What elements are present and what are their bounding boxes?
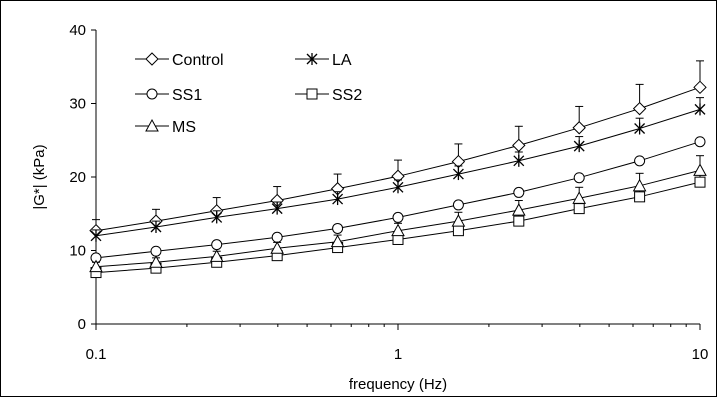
data-point-ss1 <box>150 245 162 257</box>
data-point-ms <box>572 191 587 204</box>
data-point-ss1 <box>634 155 646 167</box>
legend-item-ss2: SS2 <box>295 87 362 104</box>
data-point-ms <box>89 259 103 273</box>
data-point-la <box>90 229 102 242</box>
data-point-ms <box>330 234 345 248</box>
legend-marker-ss2 <box>306 88 318 100</box>
legend-marker-ms <box>145 118 159 132</box>
data-point-ss2 <box>573 203 585 215</box>
y-tick-label: 30 <box>69 96 86 113</box>
legend-marker-la <box>306 53 318 65</box>
series-ss1 <box>90 136 706 264</box>
data-point-ss1 <box>211 239 223 251</box>
data-point-ss1 <box>452 199 464 211</box>
legend-marker-ss1 <box>146 88 158 100</box>
data-point-ss1 <box>332 222 344 234</box>
data-point-ss1 <box>271 231 283 243</box>
data-point-control <box>572 121 586 135</box>
y-ticks: 0 10 20 30 40 <box>69 22 96 333</box>
legend-label-ss2: SS2 <box>332 87 362 104</box>
axes: 0 10 20 30 40 0.1 1 10 |G*| (kPa) frequency (H… <box>31 22 708 393</box>
data-point-la <box>694 103 706 116</box>
series-layer <box>89 60 707 279</box>
data-point-control <box>632 101 647 116</box>
data-point-la <box>634 122 646 135</box>
data-point-ms <box>391 223 405 237</box>
data-point-la <box>271 202 283 215</box>
series-line-control <box>95 86 701 232</box>
series-la <box>90 97 706 242</box>
data-point-ms <box>270 241 285 254</box>
legend-label-la: LA <box>332 52 352 69</box>
x-ticks: 0.1 1 10 <box>86 324 709 363</box>
y-tick-label: 40 <box>69 22 86 39</box>
data-point-la <box>452 168 464 181</box>
data-point-ms <box>693 163 707 176</box>
data-point-ms <box>511 203 526 216</box>
data-point-ss1 <box>513 186 525 198</box>
legend: Control LA SS1 SS2 MS <box>135 52 362 136</box>
legend-item-ms: MS <box>135 118 196 136</box>
legend-label-ms: MS <box>172 119 196 136</box>
data-point-ms <box>149 255 163 268</box>
series-ms <box>89 155 707 273</box>
data-point-ss1 <box>573 172 585 184</box>
x-axis-title: frequency (Hz) <box>349 376 447 393</box>
x-tick-label: 0.1 <box>86 346 107 363</box>
data-point-ss2 <box>634 191 646 203</box>
data-point-ms <box>632 178 647 192</box>
legend-label-ss1: SS1 <box>172 87 202 104</box>
y-axis-title: |G*| (kPa) <box>31 144 48 209</box>
legend-item-ss1: SS1 <box>135 87 202 104</box>
legend-item-la: LA <box>295 52 352 69</box>
data-point-la <box>513 154 525 167</box>
legend-item-control: Control <box>135 52 224 69</box>
data-point-control <box>693 80 707 95</box>
y-tick-label: 0 <box>78 316 86 333</box>
data-point-ss1 <box>694 136 706 148</box>
data-point-la <box>332 193 344 206</box>
data-point-ss2 <box>513 215 525 227</box>
data-point-la <box>392 181 404 194</box>
legend-label-control: Control <box>172 52 224 69</box>
data-point-la <box>573 140 585 153</box>
x-tick-label: 1 <box>394 346 402 363</box>
y-tick-label: 20 <box>69 169 86 186</box>
data-point-ms <box>451 214 466 227</box>
data-point-ss2 <box>694 176 706 188</box>
y-tick-label: 10 <box>69 243 86 260</box>
data-point-ms <box>209 249 224 262</box>
x-tick-label: 10 <box>692 346 709 363</box>
legend-marker-control <box>145 52 159 66</box>
data-point-ss1 <box>392 211 404 223</box>
data-point-la <box>150 220 162 233</box>
data-point-ss2 <box>452 225 464 237</box>
data-point-control <box>512 138 526 153</box>
data-point-la <box>211 211 223 224</box>
